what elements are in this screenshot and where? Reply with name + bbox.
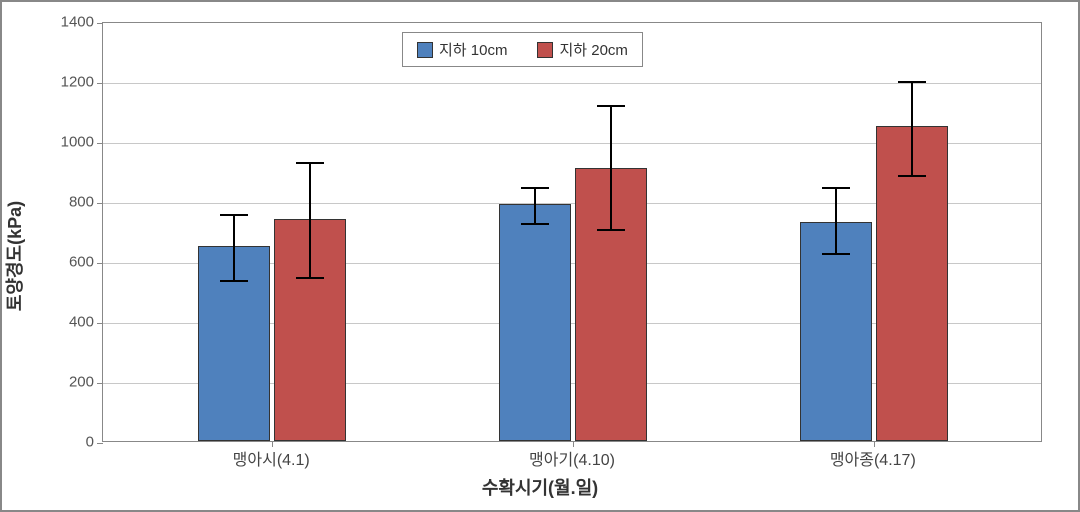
error-bar	[309, 163, 311, 279]
y-tick-mark	[97, 143, 103, 144]
error-cap	[296, 277, 324, 279]
error-bar	[610, 106, 612, 231]
error-bar	[911, 82, 913, 177]
x-axis-title: 수확시기(월.일)	[482, 474, 598, 500]
plot-area	[102, 22, 1042, 442]
error-cap	[220, 214, 248, 216]
chart-container: 토양경도(kPa) 수확시기(월.일) 지하 10cm 지하 20cm 0 200 4…	[0, 0, 1080, 512]
bar	[499, 204, 571, 441]
y-tick-label: 600	[34, 254, 94, 271]
legend: 지하 10cm 지하 20cm	[402, 32, 643, 67]
legend-item: 지하 20cm	[537, 39, 627, 60]
legend-swatch	[537, 42, 553, 58]
y-tick-mark	[97, 443, 103, 444]
y-tick-label: 800	[34, 194, 94, 211]
error-bar	[835, 188, 837, 254]
error-cap	[822, 253, 850, 255]
error-bar	[534, 188, 536, 224]
y-tick-label: 1000	[34, 134, 94, 151]
x-tick-label: 맹아종(4.17)	[830, 446, 916, 470]
y-tick-mark	[97, 83, 103, 84]
error-cap	[521, 187, 549, 189]
legend-label: 지하 20cm	[559, 39, 627, 60]
x-tick-label: 맹아기(4.10)	[529, 446, 615, 470]
error-cap	[521, 223, 549, 225]
y-tick-mark	[97, 203, 103, 204]
y-tick-mark	[97, 23, 103, 24]
y-tick-label: 1400	[34, 14, 94, 31]
error-cap	[597, 229, 625, 231]
legend-label: 지하 10cm	[439, 39, 507, 60]
error-cap	[597, 105, 625, 107]
error-cap	[220, 280, 248, 282]
error-cap	[296, 162, 324, 164]
y-tick-mark	[97, 323, 103, 324]
gridline	[103, 83, 1041, 84]
y-tick-label: 1200	[34, 74, 94, 91]
legend-swatch	[417, 42, 433, 58]
y-tick-label: 400	[34, 314, 94, 331]
y-tick-mark	[97, 263, 103, 264]
error-cap	[822, 187, 850, 189]
legend-item: 지하 10cm	[417, 39, 507, 60]
y-tick-label: 200	[34, 374, 94, 391]
error-bar	[233, 215, 235, 281]
x-tick-label: 맹아시(4.1)	[233, 446, 310, 470]
y-axis-title: 토양경도(kPa)	[1, 201, 27, 311]
error-cap	[898, 81, 926, 83]
error-cap	[898, 175, 926, 177]
y-tick-mark	[97, 383, 103, 384]
y-tick-label: 0	[34, 434, 94, 451]
